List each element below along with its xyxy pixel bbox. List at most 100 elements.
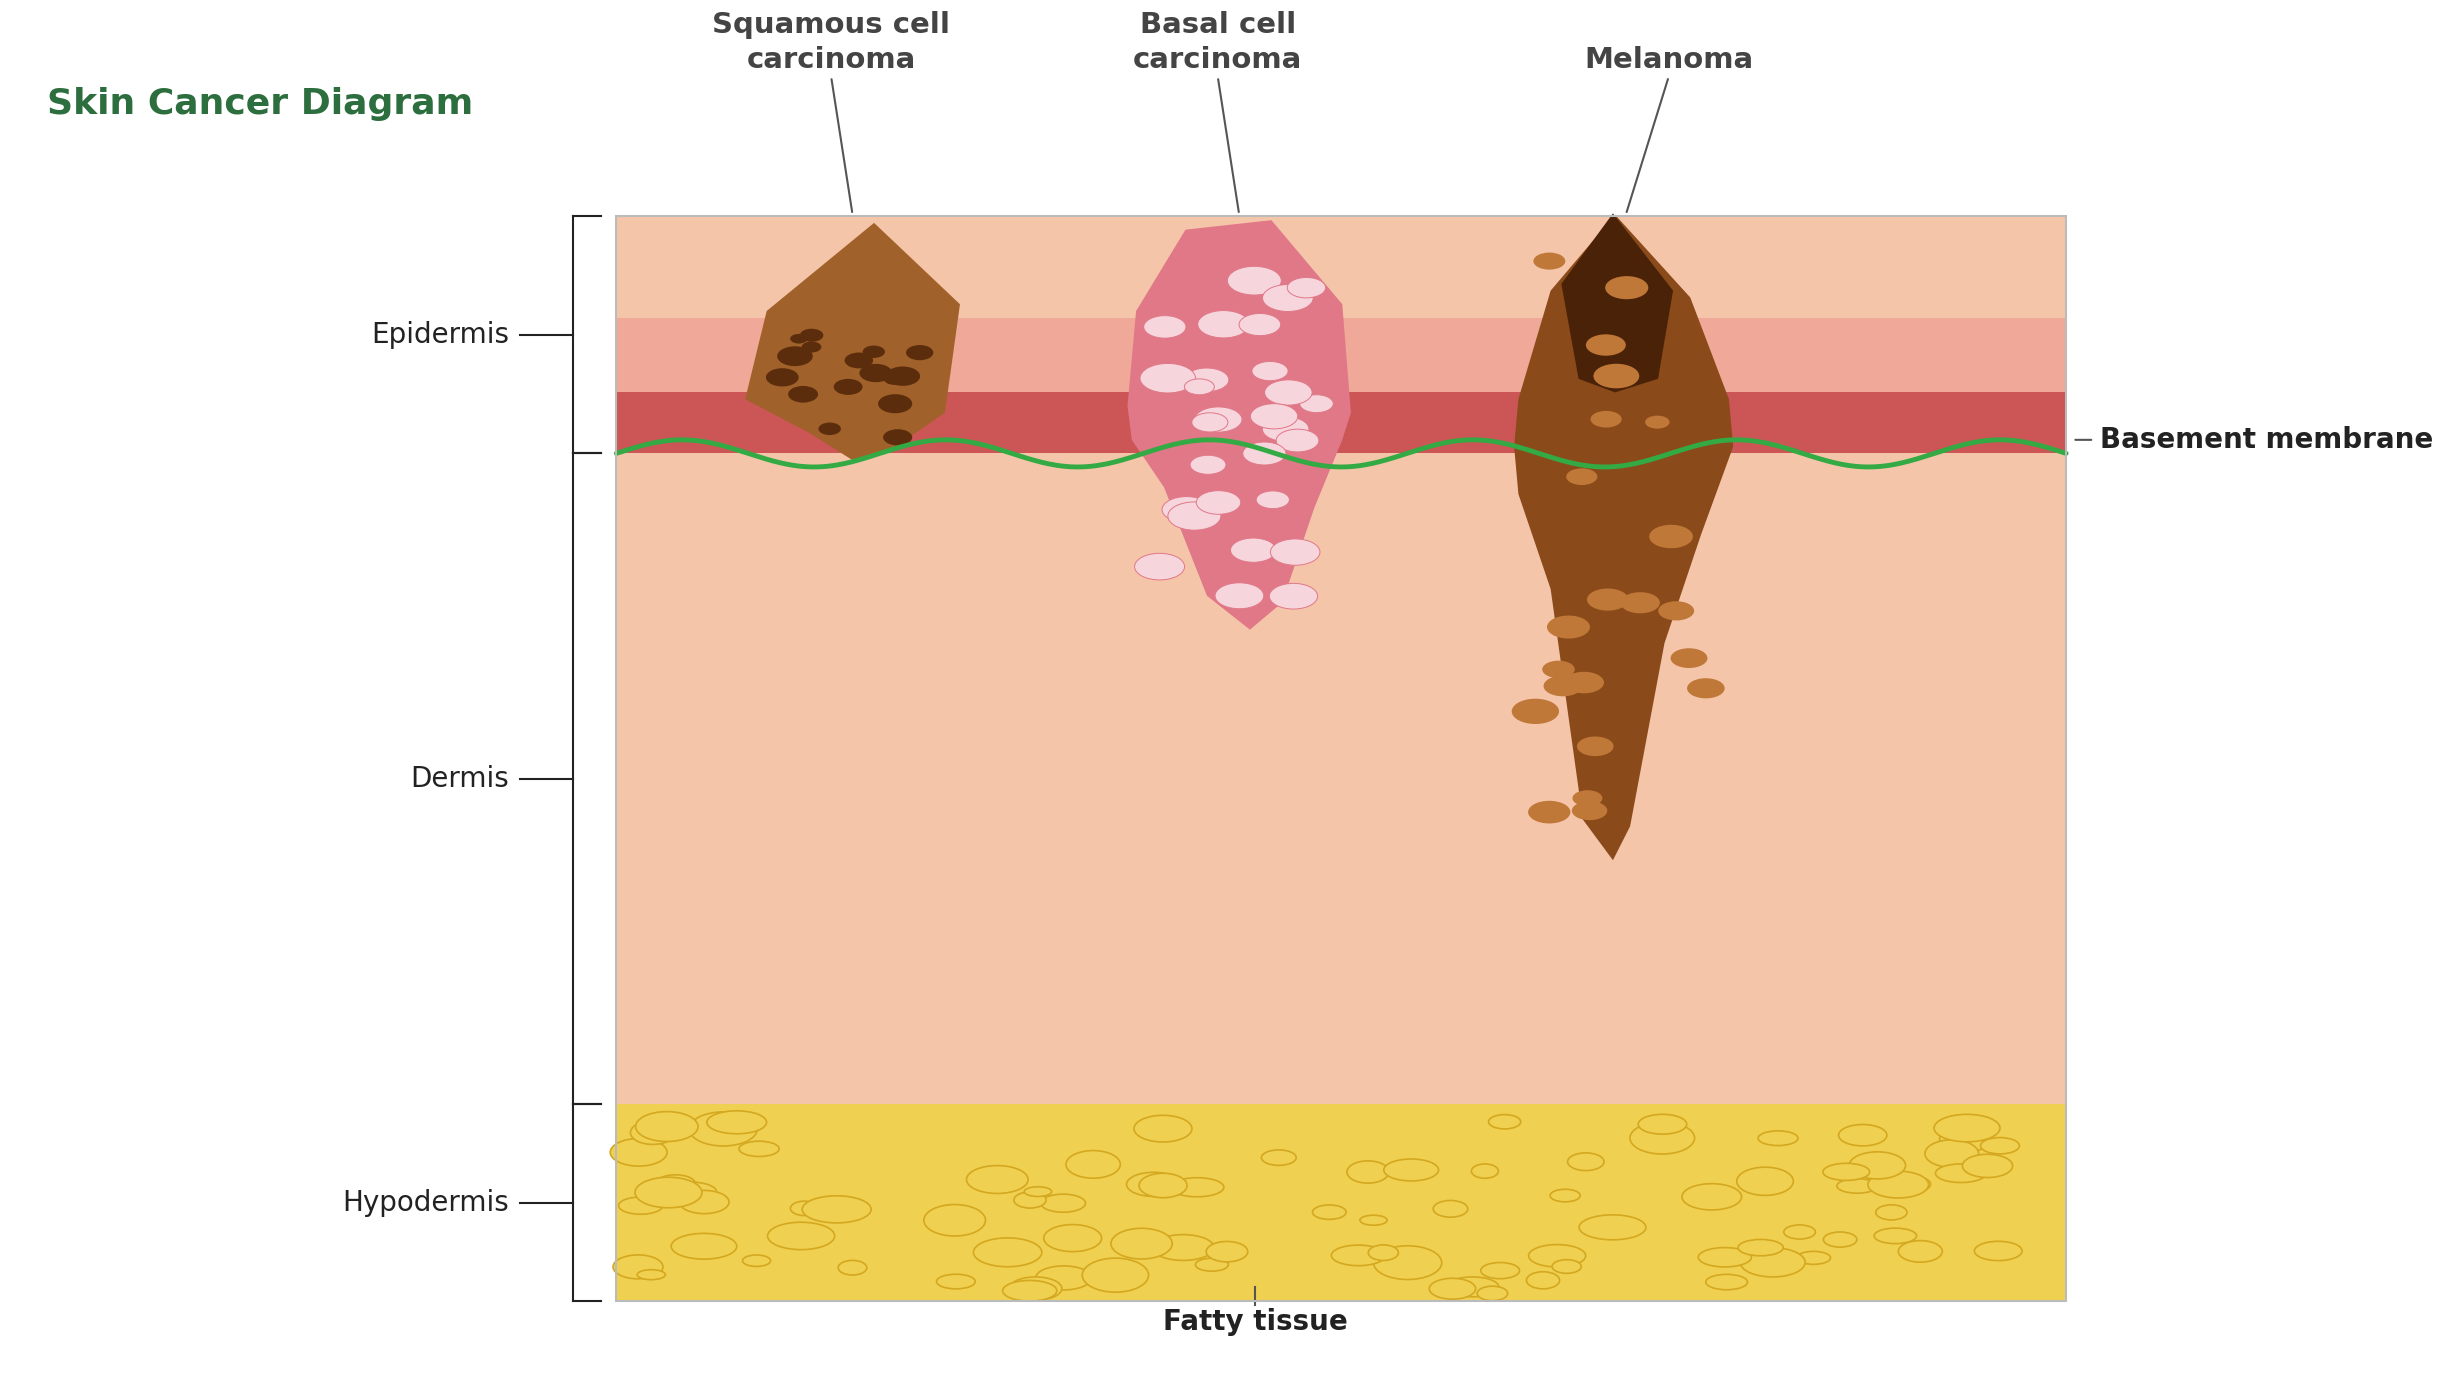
Ellipse shape <box>1738 1168 1794 1196</box>
Ellipse shape <box>1672 648 1708 668</box>
Ellipse shape <box>1838 1124 1887 1145</box>
Ellipse shape <box>1576 736 1613 756</box>
Ellipse shape <box>1823 1163 1870 1180</box>
Polygon shape <box>1562 213 1674 392</box>
Bar <box>616 454 2065 1105</box>
Ellipse shape <box>1699 1247 1752 1267</box>
Ellipse shape <box>1740 1247 1806 1277</box>
Ellipse shape <box>1261 1149 1295 1165</box>
Ellipse shape <box>1112 1228 1173 1259</box>
Ellipse shape <box>787 386 819 403</box>
Ellipse shape <box>1139 364 1195 393</box>
Ellipse shape <box>1545 676 1581 696</box>
Ellipse shape <box>1359 1215 1388 1225</box>
Ellipse shape <box>1513 699 1559 724</box>
Ellipse shape <box>777 346 814 367</box>
Ellipse shape <box>1168 503 1222 531</box>
Ellipse shape <box>1207 1242 1249 1261</box>
Bar <box>616 216 2065 318</box>
Ellipse shape <box>706 1110 767 1134</box>
Ellipse shape <box>1552 1260 1581 1274</box>
Ellipse shape <box>765 368 799 386</box>
Ellipse shape <box>1066 1151 1119 1179</box>
Ellipse shape <box>1215 582 1264 609</box>
Ellipse shape <box>611 1138 667 1166</box>
Ellipse shape <box>978 1170 1019 1189</box>
Ellipse shape <box>1933 1114 1999 1142</box>
Ellipse shape <box>1271 539 1320 566</box>
Ellipse shape <box>1083 1259 1149 1292</box>
Ellipse shape <box>1936 1163 1987 1183</box>
Ellipse shape <box>1564 672 1603 693</box>
Ellipse shape <box>965 1166 1029 1193</box>
Ellipse shape <box>789 333 807 343</box>
Ellipse shape <box>1637 1114 1686 1134</box>
Ellipse shape <box>738 1141 780 1156</box>
Ellipse shape <box>1528 1245 1586 1267</box>
Ellipse shape <box>1850 1152 1906 1179</box>
Text: Melanoma: Melanoma <box>1584 46 1752 74</box>
Ellipse shape <box>1288 277 1325 298</box>
Ellipse shape <box>618 1197 662 1214</box>
Ellipse shape <box>1161 497 1212 522</box>
Ellipse shape <box>1963 1154 2011 1177</box>
Ellipse shape <box>1251 403 1298 428</box>
Ellipse shape <box>1134 1116 1193 1142</box>
Ellipse shape <box>1024 1187 1051 1197</box>
Ellipse shape <box>1300 395 1334 413</box>
Ellipse shape <box>1195 407 1242 433</box>
Ellipse shape <box>1256 491 1290 508</box>
Ellipse shape <box>1276 430 1320 452</box>
Ellipse shape <box>1264 417 1310 441</box>
Ellipse shape <box>860 364 892 382</box>
Ellipse shape <box>1823 1232 1857 1247</box>
Ellipse shape <box>907 344 934 360</box>
Ellipse shape <box>1002 1281 1056 1301</box>
Ellipse shape <box>1347 1161 1388 1183</box>
Ellipse shape <box>672 1233 736 1259</box>
Ellipse shape <box>1185 368 1229 392</box>
Ellipse shape <box>1471 1163 1498 1179</box>
Ellipse shape <box>1567 469 1598 484</box>
Ellipse shape <box>1264 284 1312 311</box>
Ellipse shape <box>819 423 841 435</box>
Ellipse shape <box>1620 592 1659 613</box>
Bar <box>616 1105 2065 1301</box>
Ellipse shape <box>838 1260 868 1275</box>
Text: Dermis: Dermis <box>411 764 508 792</box>
Ellipse shape <box>833 379 863 395</box>
Ellipse shape <box>1193 413 1227 433</box>
Ellipse shape <box>689 1112 758 1147</box>
Ellipse shape <box>1567 1152 1603 1170</box>
Ellipse shape <box>973 1238 1041 1267</box>
Ellipse shape <box>1481 1263 1520 1278</box>
Ellipse shape <box>885 374 904 385</box>
Ellipse shape <box>1264 379 1312 405</box>
Ellipse shape <box>1899 1240 1943 1263</box>
Ellipse shape <box>789 1201 819 1215</box>
Ellipse shape <box>1528 801 1571 823</box>
Ellipse shape <box>1738 1239 1784 1256</box>
Text: Skin Cancer Diagram: Skin Cancer Diagram <box>46 87 474 122</box>
Ellipse shape <box>767 1222 836 1250</box>
Text: Basal cell
carcinoma: Basal cell carcinoma <box>1134 11 1303 74</box>
Ellipse shape <box>1579 1215 1645 1240</box>
Ellipse shape <box>1941 1124 1992 1152</box>
Ellipse shape <box>1591 410 1623 427</box>
Text: Epidermis: Epidermis <box>371 321 508 349</box>
Ellipse shape <box>660 1182 716 1201</box>
Ellipse shape <box>1432 1200 1469 1217</box>
Ellipse shape <box>1838 1179 1877 1193</box>
Bar <box>616 216 2065 1301</box>
Ellipse shape <box>1134 553 1185 580</box>
Ellipse shape <box>1875 1205 1906 1219</box>
Ellipse shape <box>1867 1172 1928 1198</box>
Ellipse shape <box>1476 1287 1508 1301</box>
Ellipse shape <box>1127 1172 1180 1197</box>
Ellipse shape <box>1706 1274 1747 1289</box>
Ellipse shape <box>1889 1176 1931 1193</box>
Ellipse shape <box>1757 1131 1799 1145</box>
Ellipse shape <box>1227 266 1281 295</box>
Text: Hypodermis: Hypodermis <box>342 1189 508 1217</box>
Ellipse shape <box>613 1254 662 1278</box>
